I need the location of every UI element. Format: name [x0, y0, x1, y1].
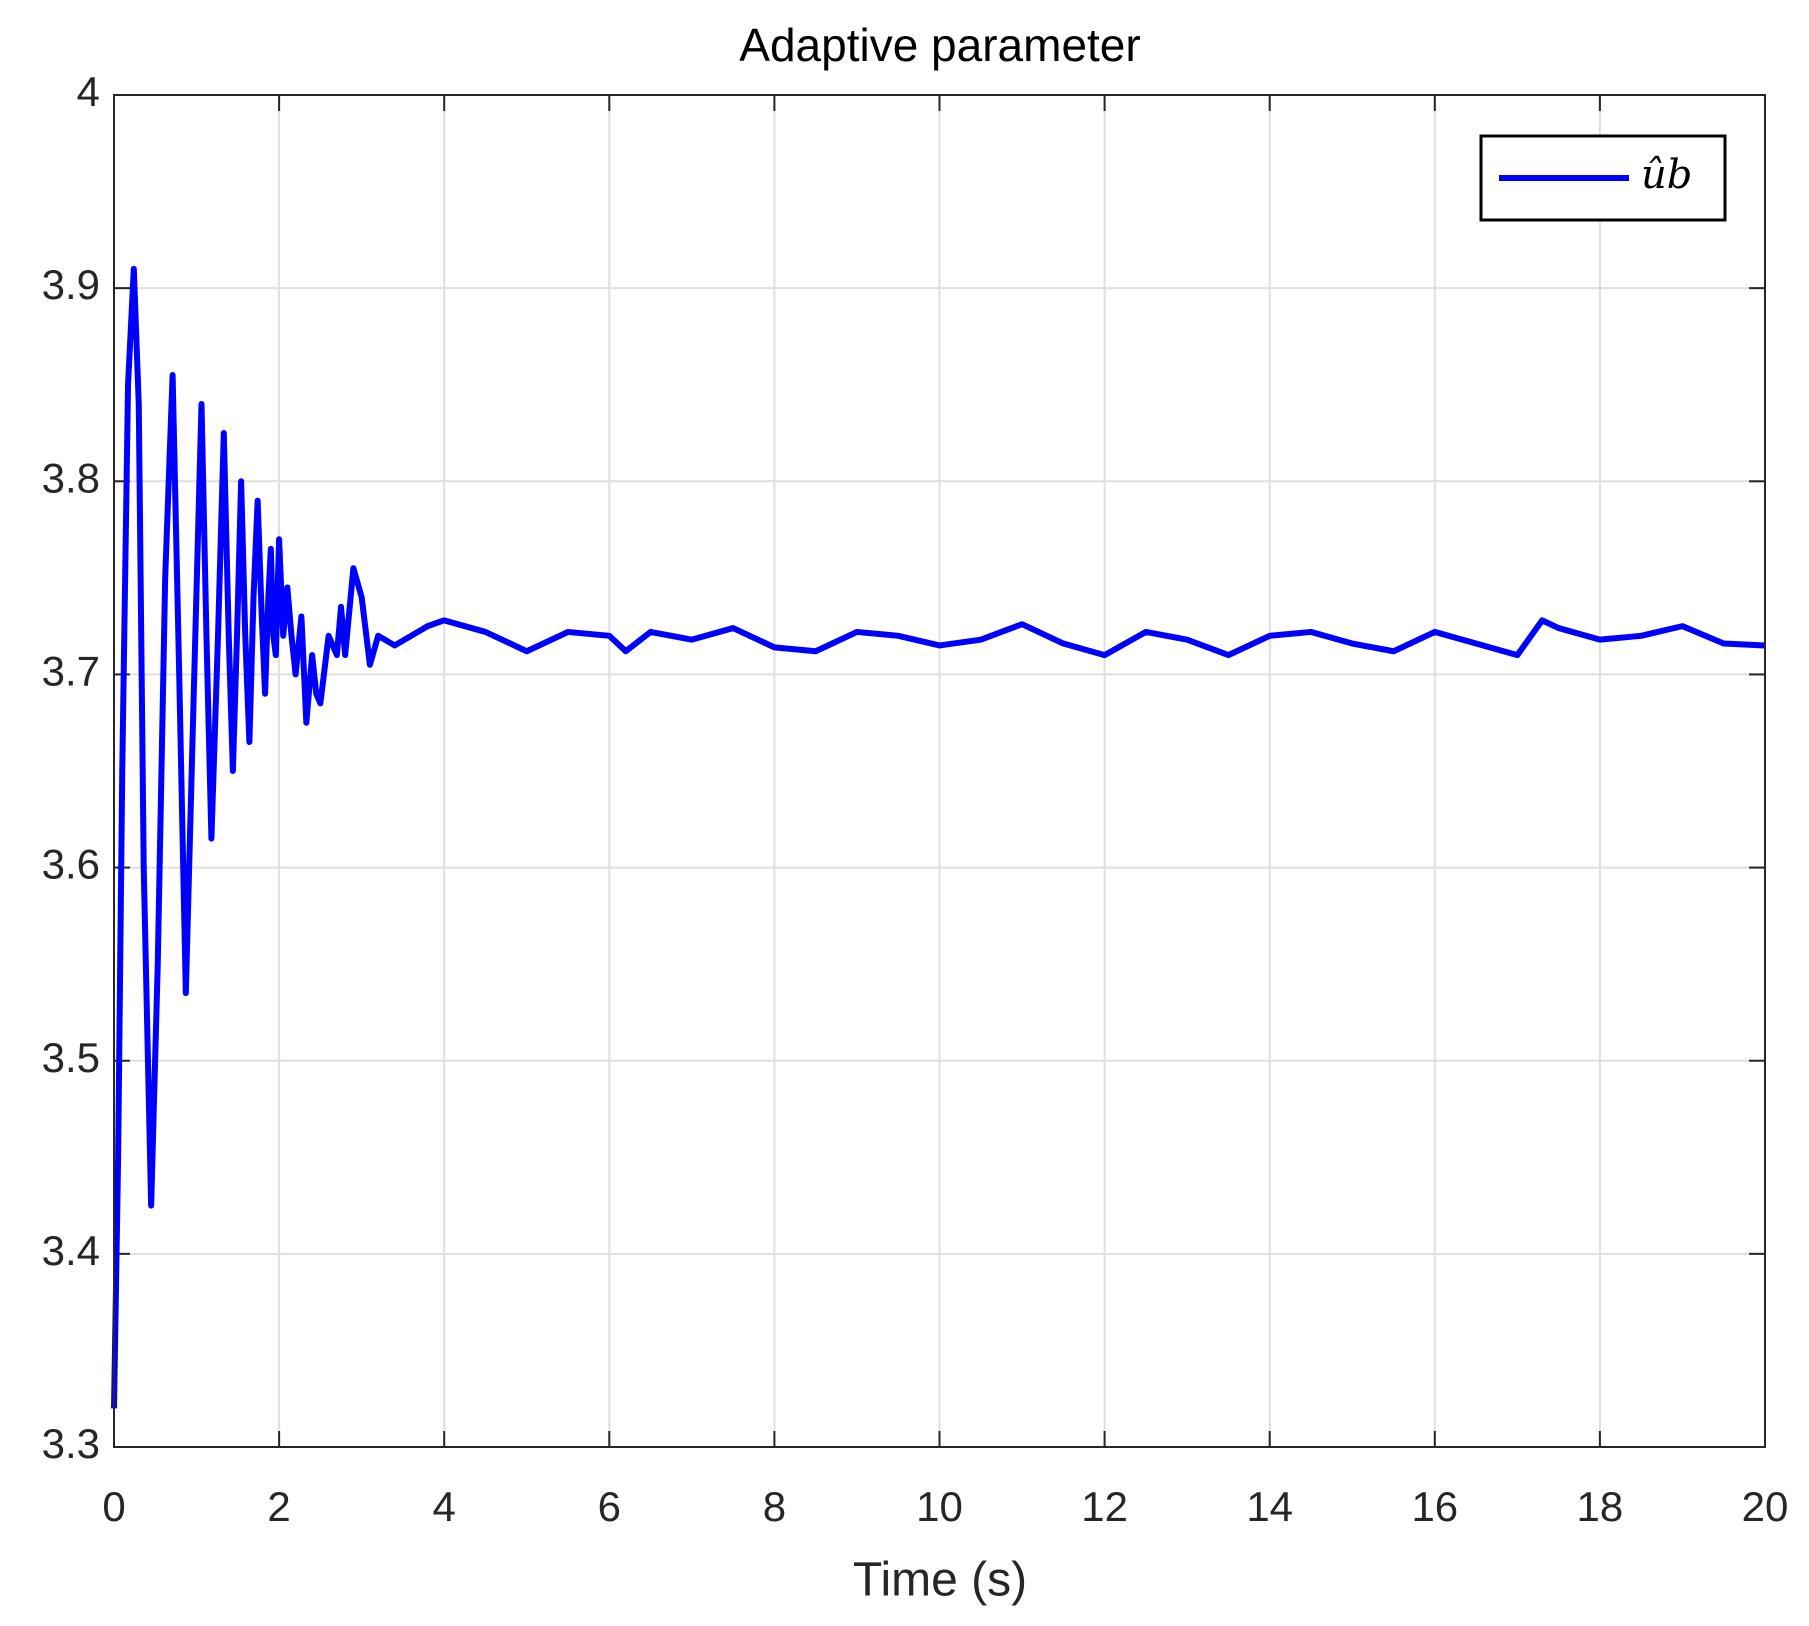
legend-label: ûb [1641, 152, 1692, 198]
y-tick-label: 3.6 [42, 841, 100, 888]
data-line [111, 265, 1766, 1409]
chart-title: Adaptive parameter [739, 19, 1140, 71]
y-tick-label: 3.7 [42, 648, 100, 695]
y-tick-label: 3.9 [42, 261, 100, 308]
x-tick-label: 20 [1742, 1483, 1789, 1530]
x-tick-label: 12 [1081, 1483, 1128, 1530]
y-tick-label: 3.8 [42, 454, 100, 501]
y-tick-label: 3.5 [42, 1034, 100, 1081]
y-tick-label: 4 [77, 68, 100, 115]
x-tick-label: 4 [433, 1483, 456, 1530]
x-axis-label: Time (s) [853, 1554, 1027, 1607]
y-tick-label: 3.4 [42, 1227, 100, 1274]
plot-frame [113, 94, 1766, 1448]
x-tick-label: 8 [763, 1483, 786, 1530]
x-tick-label: 18 [1577, 1483, 1624, 1530]
x-tick-label: 16 [1411, 1483, 1458, 1530]
y-tick-label: 3.3 [42, 1420, 100, 1467]
x-tick-label: 6 [598, 1483, 621, 1530]
x-tick-label: 2 [267, 1483, 290, 1530]
x-tick-label: 14 [1246, 1483, 1293, 1530]
x-tick-label: 0 [102, 1483, 125, 1530]
legend: ûb [1479, 134, 1727, 222]
x-tick-label: 10 [916, 1483, 963, 1530]
